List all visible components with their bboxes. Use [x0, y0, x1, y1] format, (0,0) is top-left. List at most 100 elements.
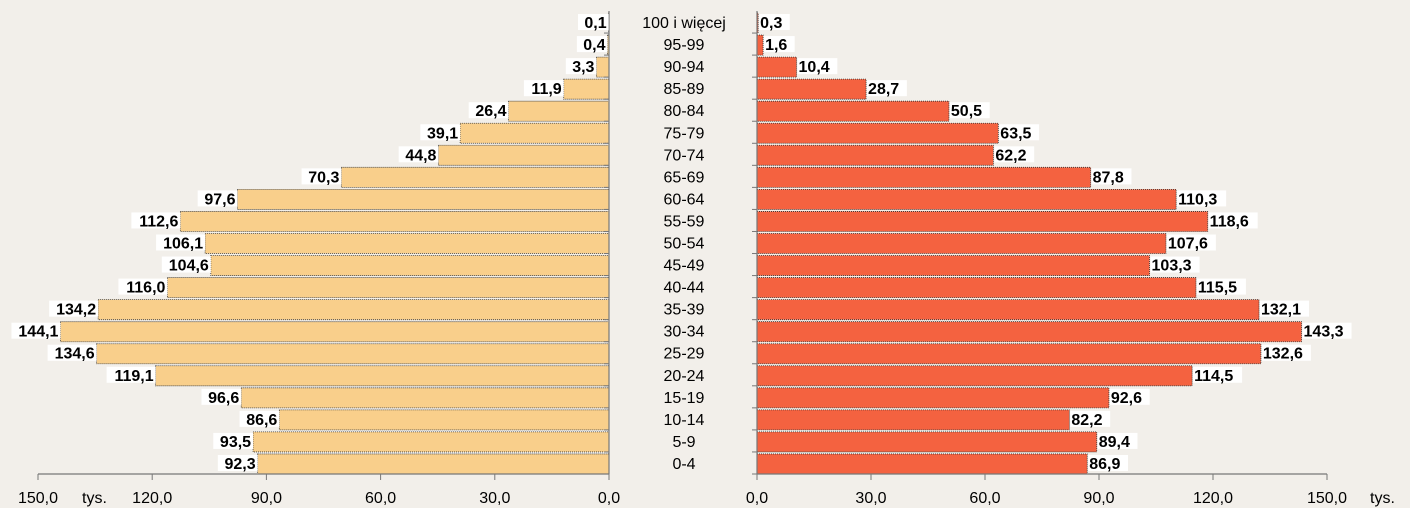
left-value-label: 26,4: [475, 103, 506, 120]
right-value-label-bg: [1091, 168, 1132, 185]
left-axis-tick-label: 30,0: [479, 490, 510, 507]
right-value-label: 63,5: [1000, 125, 1031, 142]
age-group-label: 30-34: [664, 324, 705, 341]
left-value-label: 97,6: [204, 191, 235, 208]
right-value-label-bg: [1097, 432, 1138, 449]
right-bar: [756, 78, 867, 100]
left-value-label: 92,3: [225, 456, 256, 473]
right-axis-tick-label: 0,0: [746, 490, 768, 507]
right-value-label-bg: [1259, 300, 1309, 317]
right-value-label: 114,5: [1194, 368, 1233, 385]
left-value-label: 3,3: [572, 59, 594, 76]
right-value-label: 110,3: [1178, 191, 1217, 208]
right-value-label-bg: [1166, 234, 1216, 251]
axes-group: 150,0 120,0 90,0 60,0 30,0 0,0 0,0 30,0 60,0 90,0…: [18, 11, 1347, 507]
left-value-label: 39,1: [427, 125, 458, 142]
left-value-label: 11,9: [531, 81, 561, 98]
right-value-label: 86,9: [1089, 456, 1120, 473]
left-value-label-bg: [49, 300, 99, 317]
right-value-label: 143,3: [1304, 324, 1344, 341]
left-value-label-bg: [213, 432, 254, 449]
age-group-label: 80-84: [664, 103, 705, 120]
left-value-label: 0,4: [583, 37, 605, 54]
left-value-label-bg: [201, 388, 242, 405]
right-value-label-bg: [759, 14, 790, 31]
left-value-label-bg: [106, 366, 156, 383]
right-value-label: 107,6: [1168, 236, 1208, 253]
left-value-label: 93,5: [220, 434, 251, 451]
left-value-label-bg: [565, 58, 597, 75]
left-value-label: 112,6: [139, 213, 178, 230]
left-value-label-bg: [420, 124, 461, 141]
right-bar: [756, 166, 1092, 188]
right-bars-group: [756, 12, 1302, 475]
age-group-label: 55-59: [664, 213, 705, 230]
age-group-label: 50-54: [664, 236, 705, 253]
right-value-label-bg: [1150, 256, 1200, 273]
left-bar: [96, 343, 610, 365]
age-group-label: 100 i więcej: [642, 15, 726, 32]
right-value-label-bg: [1177, 190, 1227, 207]
right-value-label-bg: [1208, 212, 1258, 229]
right-value-label-bg: [949, 102, 990, 119]
left-value-label-bg: [11, 322, 61, 339]
right-bar: [756, 343, 1262, 365]
right-bar: [756, 100, 950, 122]
age-group-label: 70-74: [664, 147, 705, 164]
right-value-label-bg: [1109, 388, 1150, 405]
left-bar: [210, 255, 610, 276]
left-axis-tick-label: 0,0: [598, 490, 620, 507]
right-value-label-bg: [1302, 322, 1352, 339]
left-value-label-bg: [118, 278, 168, 295]
right-value-label: 28,7: [868, 81, 899, 98]
left-axis-tick-label: 120,0: [132, 490, 172, 507]
left-value-label-bg: [197, 190, 238, 207]
left-bar: [257, 453, 610, 475]
age-group-label: 35-39: [664, 302, 705, 319]
left-bar: [240, 387, 610, 409]
left-value-label-bg: [47, 344, 97, 361]
left-bar: [179, 211, 610, 232]
age-group-label: 25-29: [664, 346, 705, 363]
right-bar: [756, 122, 999, 144]
age-labels-group: 0-4 5-9 10-14 15-19 20-24 25-29 30-34 35-39 40-4…: [642, 15, 726, 473]
left-value-label-bg: [161, 256, 211, 273]
age-group-label: 5-9: [672, 434, 695, 451]
right-value-label: 118,6: [1210, 213, 1249, 230]
right-value-label: 92,6: [1111, 390, 1142, 407]
age-group-label: 85-89: [664, 81, 705, 98]
left-bar: [563, 78, 610, 100]
right-bar: [756, 299, 1260, 321]
right-value-label: 132,6: [1263, 346, 1303, 363]
age-group-label: 45-49: [664, 258, 705, 275]
right-value-label: 132,1: [1261, 302, 1301, 319]
left-value-label: 0,1: [584, 15, 606, 32]
right-bar: [756, 56, 797, 78]
right-bar: [756, 365, 1193, 387]
value-labels-group: 92,3 86,9 93,5 89,4 86,6 82,2 96,6 92,6 119,1 114…: [11, 14, 1352, 473]
right-bar: [756, 34, 764, 56]
left-axis-tick-label: 90,0: [251, 490, 282, 507]
right-bar: [756, 277, 1197, 299]
right-value-label: 82,2: [1071, 412, 1102, 429]
right-value-label-bg: [797, 58, 838, 75]
right-axis-unit-label: tys.: [1370, 490, 1395, 507]
right-value-label-bg: [999, 124, 1040, 141]
left-bar: [438, 144, 610, 166]
left-value-label-bg: [576, 36, 608, 53]
right-value-label-bg: [1088, 454, 1129, 471]
right-axis-tick-label: 120,0: [1193, 490, 1233, 507]
left-bar: [508, 100, 610, 122]
left-value-label-bg: [156, 234, 206, 251]
age-group-label: 15-19: [664, 390, 705, 407]
right-value-label: 62,2: [995, 147, 1026, 164]
age-group-label: 20-24: [664, 368, 705, 385]
left-value-label-bg: [217, 454, 258, 471]
right-value-label-bg: [764, 36, 795, 53]
left-bar: [60, 321, 610, 343]
left-value-label-bg: [239, 410, 280, 427]
age-group-label: 65-69: [664, 169, 705, 186]
left-value-label: 44,8: [405, 147, 436, 164]
right-bar: [756, 188, 1177, 210]
right-value-label-bg: [867, 80, 907, 97]
